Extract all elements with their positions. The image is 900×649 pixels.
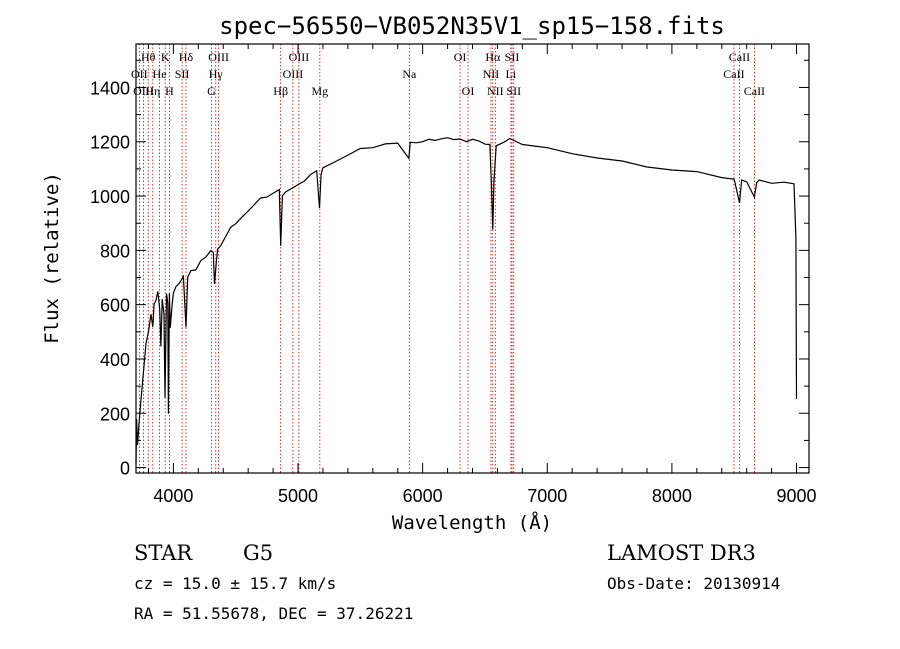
spectral-line-label: Hα — [485, 50, 501, 64]
spectrum-series-line — [135, 137, 798, 464]
spectral-line-label: OIII — [208, 50, 229, 64]
spectral-line-label: CaII — [729, 50, 750, 64]
x-axis-ticks: 4000 5000 6000 7000 8000 9000 — [147, 44, 817, 506]
spectral-line-label: Hη — [145, 84, 160, 98]
spectral-line-label: Hβ — [273, 84, 288, 98]
y-axis-label: Flux (relative) — [41, 172, 63, 344]
spectral-line-label: Hγ — [209, 67, 224, 81]
redshift-value: cz = 15.0 ± 15.7 km/s — [134, 574, 336, 593]
x-tick-label: 4000 — [153, 486, 193, 506]
chart-title: spec−56550−VB052N35V1_sp15−158.fits — [219, 12, 725, 40]
spectral-line-label: CaII — [744, 84, 765, 98]
spectral-line-label: OIII — [289, 50, 310, 64]
spectral-line-label: CaII — [723, 67, 744, 81]
object-class: STAR — [134, 541, 193, 565]
spectral-line-label: Hθ — [141, 50, 156, 64]
y-tick-label: 800 — [100, 241, 130, 261]
x-tick-label: 9000 — [777, 486, 817, 506]
observation-date: Obs-Date: 20130914 — [607, 574, 780, 593]
spectral-line-label: OI — [454, 50, 467, 64]
coordinates: RA = 51.55678, DEC = 37.26221 — [134, 604, 413, 623]
spectral-line-label: K — [161, 50, 170, 64]
y-tick-label: 400 — [100, 350, 130, 370]
spectral-line-label: NII — [487, 84, 504, 98]
object-subclass: G5 — [243, 541, 273, 565]
spectral-line-label: SII — [175, 67, 190, 81]
spectral-line-label: Mg — [311, 84, 328, 98]
y-tick-label: 1400 — [90, 78, 130, 98]
y-tick-label: 1000 — [90, 187, 130, 207]
y-axis-ticks: 0 200 400 600 800 1000 1200 1400 — [90, 59, 809, 479]
spectral-line-label: OI — [462, 84, 475, 98]
spectral-line-label: OIII — [283, 67, 304, 81]
survey-name: LAMOST DR3 — [607, 541, 756, 565]
spectral-line-label: OII — [131, 67, 148, 81]
x-tick-label: 5000 — [278, 486, 318, 506]
y-tick-label: 1200 — [90, 133, 130, 153]
x-tick-label: 8000 — [652, 486, 692, 506]
spectral-line-markers — [138, 44, 755, 473]
spectral-line-label: G — [207, 84, 216, 98]
x-tick-label: 7000 — [527, 486, 567, 506]
y-tick-label: 200 — [100, 404, 130, 424]
plot-frame — [135, 43, 810, 474]
spectral-line-label: SII — [505, 50, 520, 64]
spectral-line-label: Hδ — [179, 50, 194, 64]
x-tick-label: 6000 — [403, 486, 443, 506]
y-tick-label: 600 — [100, 296, 130, 316]
spectral-line-label: H — [165, 84, 174, 98]
spectral-line-label: Li — [506, 67, 517, 81]
y-tick-label: 0 — [120, 459, 130, 479]
spectral-line-label: He — [153, 67, 167, 81]
x-axis-label: Wavelength (Å) — [392, 511, 552, 534]
spectral-line-label: SII — [506, 84, 521, 98]
spectral-line-label: Na — [402, 67, 417, 81]
spectral-line-label: NII — [483, 67, 500, 81]
